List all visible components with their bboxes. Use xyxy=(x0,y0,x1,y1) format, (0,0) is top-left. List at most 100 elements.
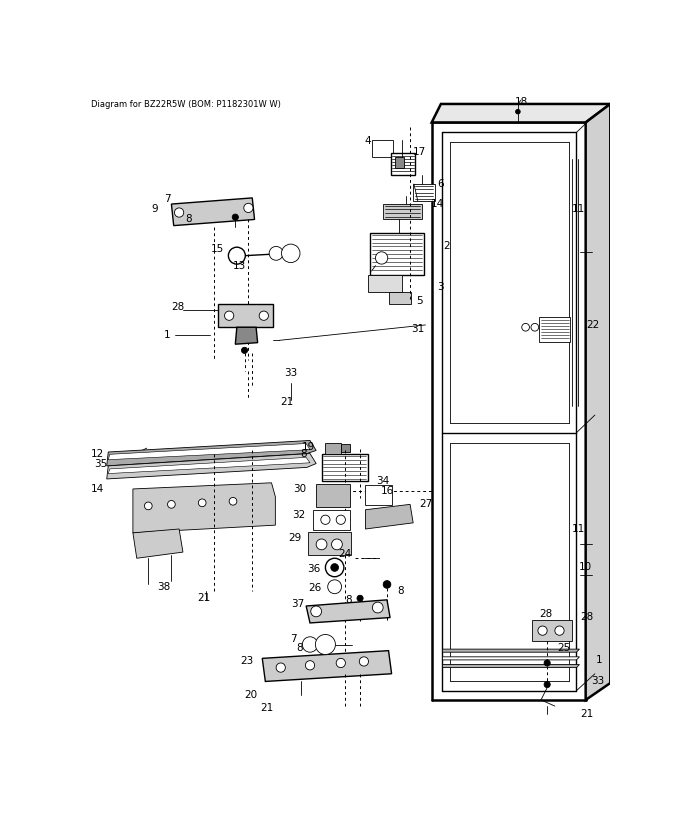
Polygon shape xyxy=(235,328,258,344)
Bar xyxy=(532,620,572,641)
Bar xyxy=(390,292,411,304)
Text: 20: 20 xyxy=(244,689,257,699)
Text: 30: 30 xyxy=(294,484,307,494)
Polygon shape xyxy=(432,104,611,122)
Circle shape xyxy=(383,580,391,588)
Bar xyxy=(326,443,341,453)
Circle shape xyxy=(276,663,286,672)
Circle shape xyxy=(544,681,550,688)
Text: 35: 35 xyxy=(94,459,107,469)
Circle shape xyxy=(175,208,184,217)
Ellipse shape xyxy=(320,605,374,618)
Text: 21: 21 xyxy=(260,703,273,713)
Polygon shape xyxy=(365,504,413,529)
Polygon shape xyxy=(171,198,254,226)
Text: 33: 33 xyxy=(284,368,297,378)
Text: 38: 38 xyxy=(157,582,170,592)
Bar xyxy=(394,157,404,168)
Text: 13: 13 xyxy=(233,261,245,271)
Circle shape xyxy=(330,564,339,571)
Circle shape xyxy=(336,515,345,524)
Text: 10: 10 xyxy=(579,562,592,572)
Polygon shape xyxy=(585,104,611,700)
Text: 8: 8 xyxy=(185,214,192,223)
Circle shape xyxy=(373,602,383,613)
Polygon shape xyxy=(107,440,316,466)
Bar xyxy=(218,304,273,328)
Polygon shape xyxy=(108,457,310,474)
Text: 14: 14 xyxy=(91,484,104,494)
Text: 15: 15 xyxy=(211,244,224,254)
Bar xyxy=(383,204,422,219)
Text: 7: 7 xyxy=(165,195,171,205)
Text: 14: 14 xyxy=(430,199,443,209)
Circle shape xyxy=(269,246,283,260)
Circle shape xyxy=(303,637,318,652)
Circle shape xyxy=(282,244,300,262)
Text: 23: 23 xyxy=(240,656,254,667)
Text: 34: 34 xyxy=(377,476,390,487)
Bar xyxy=(368,275,403,292)
Bar xyxy=(413,184,435,201)
Bar xyxy=(341,444,350,452)
Circle shape xyxy=(259,311,269,320)
Text: 21: 21 xyxy=(280,397,294,407)
Circle shape xyxy=(515,109,520,114)
Bar xyxy=(365,485,392,505)
Text: 19: 19 xyxy=(302,442,315,452)
Text: 8: 8 xyxy=(301,448,307,459)
Polygon shape xyxy=(107,453,316,479)
Text: 3: 3 xyxy=(438,282,444,293)
Text: 28: 28 xyxy=(171,302,184,312)
Text: 26: 26 xyxy=(308,584,321,593)
Circle shape xyxy=(555,626,564,635)
Text: 2: 2 xyxy=(443,240,449,251)
Text: 16: 16 xyxy=(380,486,394,496)
Text: 22: 22 xyxy=(587,320,600,330)
Bar xyxy=(391,153,415,174)
Text: 18: 18 xyxy=(515,97,528,107)
Circle shape xyxy=(199,499,206,507)
Circle shape xyxy=(305,661,315,670)
Ellipse shape xyxy=(182,204,243,219)
Text: 32: 32 xyxy=(292,510,305,520)
Bar xyxy=(309,532,351,555)
Text: 1: 1 xyxy=(165,330,171,340)
Polygon shape xyxy=(108,443,310,460)
Text: 11: 11 xyxy=(571,205,585,214)
Polygon shape xyxy=(133,529,183,558)
Polygon shape xyxy=(443,657,579,660)
Text: 28: 28 xyxy=(539,609,552,619)
Text: 12: 12 xyxy=(91,448,104,459)
Text: 28: 28 xyxy=(581,612,594,622)
Text: 24: 24 xyxy=(338,548,352,558)
Polygon shape xyxy=(443,664,579,667)
Polygon shape xyxy=(262,650,392,681)
Polygon shape xyxy=(443,649,579,652)
Circle shape xyxy=(241,347,248,354)
Text: 21: 21 xyxy=(581,709,594,719)
Text: 31: 31 xyxy=(411,324,424,334)
Text: 33: 33 xyxy=(592,676,605,686)
Text: 4: 4 xyxy=(364,136,371,146)
Circle shape xyxy=(326,558,344,577)
Text: 29: 29 xyxy=(288,533,301,544)
Bar xyxy=(313,509,350,530)
Text: 21: 21 xyxy=(197,593,210,603)
Text: 5: 5 xyxy=(416,296,423,306)
Text: Diagram for BZ22R5W (BOM: P1182301W W): Diagram for BZ22R5W (BOM: P1182301W W) xyxy=(90,100,280,109)
Circle shape xyxy=(359,657,369,666)
Circle shape xyxy=(233,214,239,220)
Circle shape xyxy=(316,635,335,654)
Circle shape xyxy=(228,247,245,264)
Text: 7: 7 xyxy=(290,634,296,644)
Circle shape xyxy=(321,515,330,524)
Circle shape xyxy=(336,659,345,667)
Circle shape xyxy=(522,324,530,331)
Polygon shape xyxy=(133,482,275,533)
Text: 37: 37 xyxy=(291,600,305,610)
Circle shape xyxy=(375,252,388,264)
Bar xyxy=(316,484,350,508)
Circle shape xyxy=(224,311,234,320)
Circle shape xyxy=(144,502,152,509)
